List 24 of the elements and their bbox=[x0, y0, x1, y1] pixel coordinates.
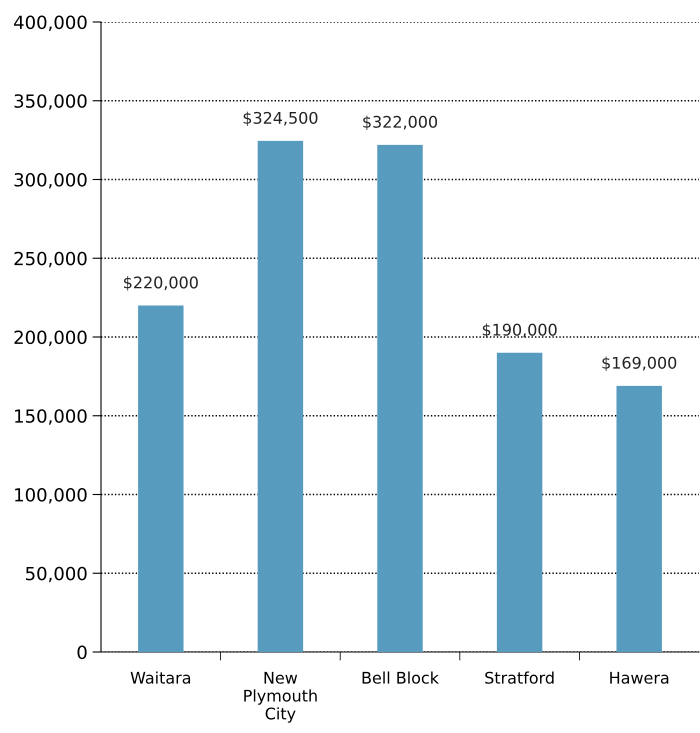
y-tick-label: 100,000 bbox=[15, 488, 87, 504]
bar bbox=[258, 140, 304, 652]
data-label: $169,000 bbox=[602, 356, 676, 371]
x-tick-label: New Plymouth City bbox=[244, 672, 317, 723]
x-tick-label: Waitara bbox=[130, 671, 190, 684]
y-tick-label: 150,000 bbox=[15, 409, 87, 425]
y-tick-label: 0 bbox=[78, 645, 87, 660]
bar bbox=[616, 386, 662, 652]
x-tick-label: Stratford bbox=[485, 671, 554, 684]
y-tick-label: 200,000 bbox=[14, 330, 87, 346]
y-tick-label: 50,000 bbox=[26, 566, 87, 582]
data-label: $190,000 bbox=[482, 323, 557, 338]
data-label: $220,000 bbox=[124, 276, 198, 291]
x-tick-label: Hawera bbox=[610, 672, 668, 684]
x-tick-label: Bell Block bbox=[362, 671, 439, 684]
bar bbox=[377, 144, 423, 652]
y-tick-label: 250,000 bbox=[14, 252, 87, 268]
data-label: $322,000 bbox=[363, 116, 438, 130]
data-label: $324,500 bbox=[244, 112, 318, 126]
y-tick-label: 300,000 bbox=[14, 172, 87, 188]
bar bbox=[496, 352, 542, 652]
bar bbox=[138, 306, 184, 652]
y-tick-label: 350,000 bbox=[14, 94, 87, 110]
y-tick-label: 400,000 bbox=[14, 15, 87, 31]
